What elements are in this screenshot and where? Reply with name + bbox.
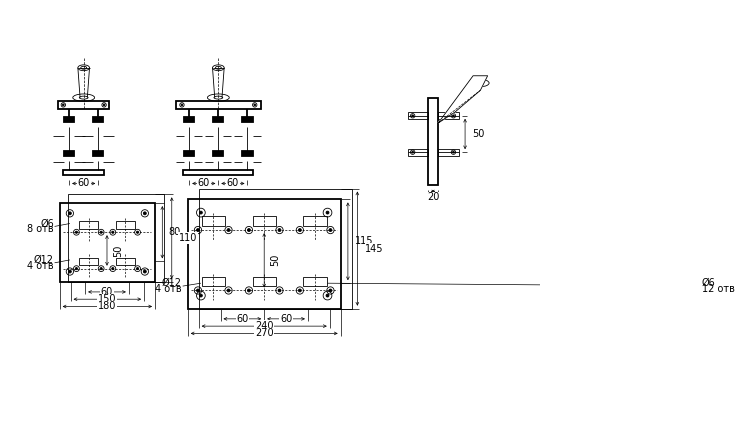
Bar (303, 216, 326, 226)
Circle shape (181, 104, 183, 106)
Bar (59, 203, 155, 282)
Circle shape (326, 294, 329, 297)
Text: 145: 145 (365, 244, 384, 254)
Circle shape (298, 289, 301, 292)
Circle shape (412, 151, 413, 153)
Text: 20: 20 (427, 192, 439, 202)
Text: 60: 60 (236, 314, 249, 324)
Bar (64, 151, 74, 156)
Bar (243, 151, 252, 156)
Circle shape (100, 231, 102, 233)
Circle shape (329, 289, 332, 292)
Bar (438, 112, 459, 119)
Circle shape (326, 211, 329, 214)
Circle shape (227, 289, 230, 292)
Circle shape (278, 289, 281, 292)
Text: 150: 150 (98, 294, 116, 304)
Bar (176, 101, 260, 109)
Circle shape (200, 294, 203, 297)
Text: Ø12: Ø12 (34, 255, 54, 265)
Text: 60: 60 (227, 179, 239, 189)
Bar (202, 277, 225, 286)
Bar (184, 116, 194, 122)
Bar (243, 116, 252, 122)
Circle shape (112, 231, 114, 233)
Bar (184, 151, 194, 156)
Circle shape (68, 212, 71, 215)
Bar (202, 216, 225, 226)
Text: 60: 60 (78, 179, 90, 189)
Text: 50: 50 (473, 129, 485, 139)
Bar (252, 277, 276, 286)
Text: Ø6: Ø6 (40, 219, 54, 228)
Circle shape (278, 228, 281, 231)
Bar (79, 221, 98, 228)
Circle shape (200, 211, 203, 214)
Bar (116, 221, 134, 228)
Text: 12 отв: 12 отв (702, 284, 735, 294)
Circle shape (143, 212, 146, 215)
Text: 80: 80 (169, 227, 181, 237)
Bar (116, 258, 134, 265)
Bar (407, 148, 428, 156)
Bar (64, 116, 74, 122)
Polygon shape (438, 76, 487, 123)
Circle shape (254, 104, 255, 106)
Bar (93, 151, 103, 156)
Circle shape (76, 267, 77, 270)
Text: 8 отв: 8 отв (27, 224, 54, 234)
Bar (79, 258, 98, 265)
Bar (438, 148, 459, 156)
Circle shape (112, 267, 114, 270)
Circle shape (143, 270, 146, 273)
Bar (252, 216, 276, 226)
Circle shape (62, 104, 65, 106)
Text: 50: 50 (270, 254, 280, 266)
Circle shape (197, 289, 200, 292)
Text: 115: 115 (355, 236, 374, 246)
Text: 110: 110 (179, 233, 197, 243)
Circle shape (248, 228, 250, 231)
Bar (199, 189, 352, 309)
Bar (58, 101, 109, 109)
Circle shape (137, 267, 139, 270)
Bar (303, 277, 326, 286)
Bar (68, 195, 164, 282)
Circle shape (76, 231, 77, 233)
Bar (213, 116, 223, 122)
Circle shape (137, 231, 139, 233)
Circle shape (248, 289, 250, 292)
Text: 50: 50 (113, 244, 123, 257)
Bar (183, 170, 253, 176)
Text: Ø6: Ø6 (702, 278, 715, 288)
Text: 4 отв: 4 отв (155, 284, 182, 294)
Text: Ø12: Ø12 (162, 278, 182, 288)
Bar (428, 98, 438, 185)
Circle shape (197, 228, 200, 231)
Circle shape (453, 151, 454, 153)
Text: 60: 60 (280, 314, 292, 324)
Bar (188, 200, 341, 309)
Bar (63, 170, 104, 176)
Circle shape (227, 228, 230, 231)
Text: 240: 240 (255, 321, 274, 331)
Circle shape (68, 270, 71, 273)
Text: 4 отв: 4 отв (27, 261, 54, 271)
Text: 270: 270 (255, 328, 274, 338)
Circle shape (298, 228, 301, 231)
Circle shape (329, 228, 332, 231)
Circle shape (103, 104, 105, 106)
Bar (213, 151, 223, 156)
Text: 60: 60 (197, 179, 210, 189)
Bar (93, 116, 103, 122)
Text: 60: 60 (101, 287, 113, 297)
Bar (407, 112, 428, 119)
Text: 180: 180 (98, 302, 116, 311)
Circle shape (412, 115, 413, 117)
Circle shape (100, 267, 102, 270)
Circle shape (453, 115, 454, 117)
